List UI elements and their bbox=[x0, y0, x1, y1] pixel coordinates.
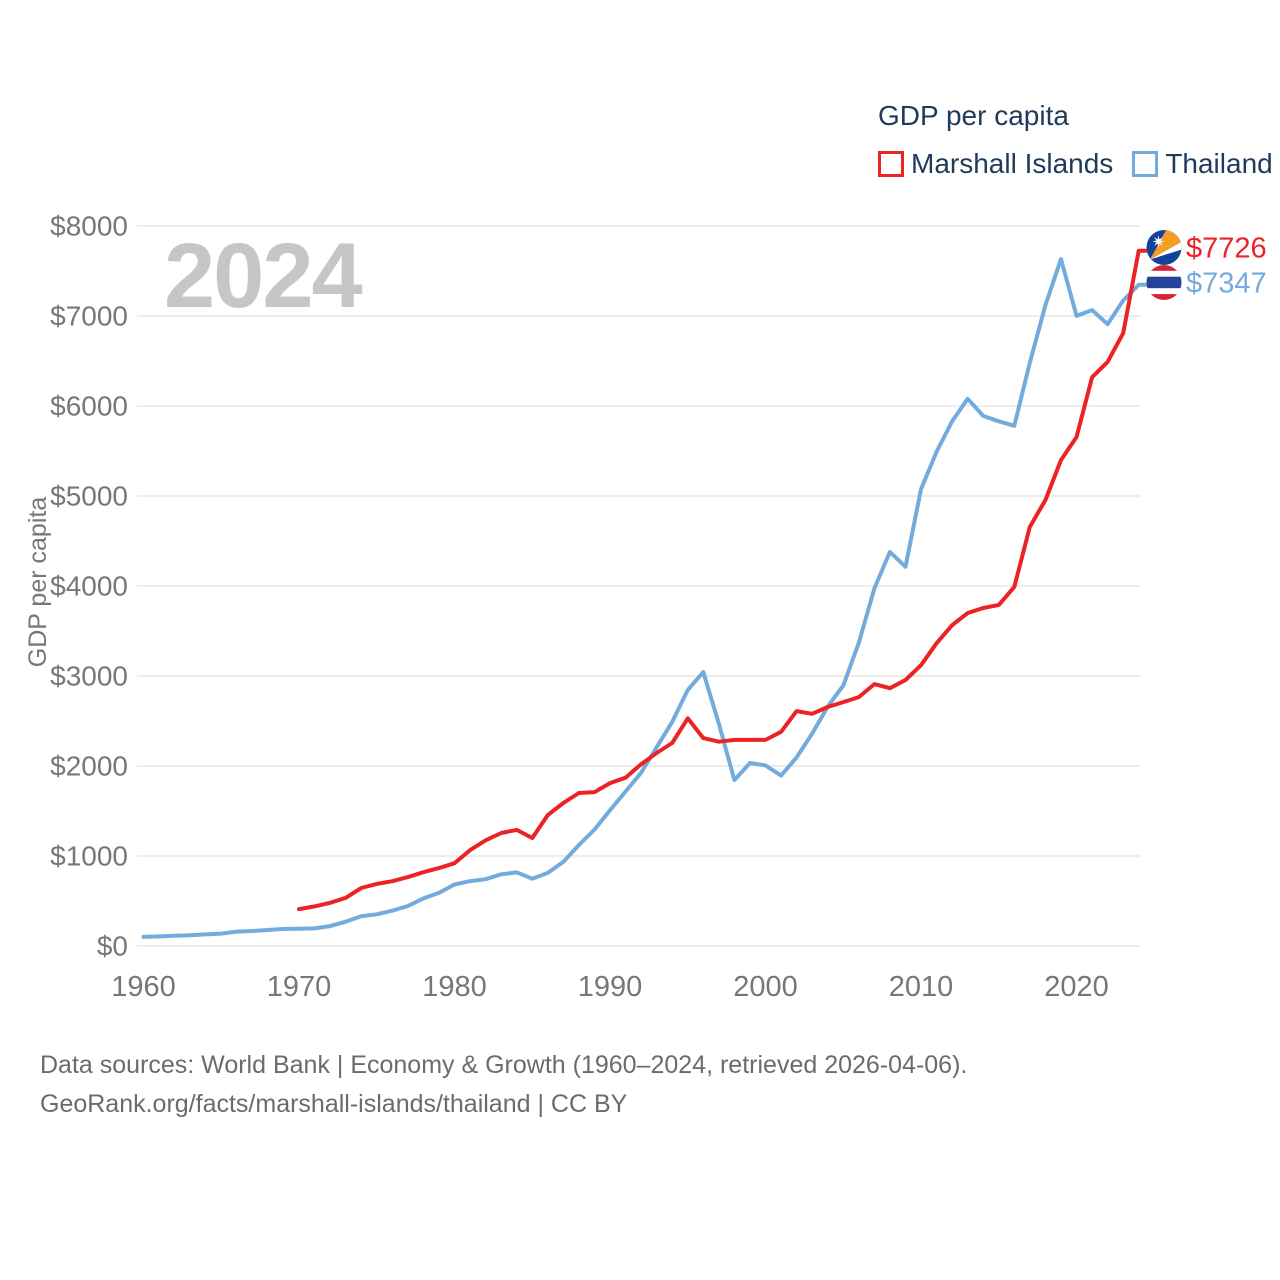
marshall-islands-line[interactable] bbox=[297, 248, 1149, 912]
chart-legend: GDP per capita Marshall Islands Thailand bbox=[878, 100, 1273, 180]
y-axis-title: GDP per capita bbox=[24, 497, 52, 668]
y-tick-label: $6000 bbox=[50, 391, 128, 422]
x-tick-label: 1980 bbox=[422, 971, 487, 1003]
data-sources-line: Data sources: World Bank | Economy & Gro… bbox=[40, 1051, 968, 1079]
thailand-swatch-icon bbox=[1132, 151, 1159, 177]
attribution-footer: Data sources: World Bank | Economy & Gro… bbox=[40, 1046, 967, 1124]
legend-item-thailand[interactable]: Thailand bbox=[1132, 148, 1273, 180]
x-tick-label: 2000 bbox=[733, 971, 798, 1003]
legend-item-marshall-islands[interactable]: Marshall Islands bbox=[878, 148, 1113, 180]
x-tick-label: 1990 bbox=[578, 971, 643, 1003]
thailand-line[interactable] bbox=[141, 257, 1149, 939]
y-tick-label: $7000 bbox=[50, 301, 128, 332]
y-tick-label: $0 bbox=[97, 931, 128, 962]
end-value-label-thailand: $7347 bbox=[1186, 268, 1267, 300]
year-watermark: 2024 bbox=[164, 225, 363, 327]
legend-label-marshall-islands: Marshall Islands bbox=[911, 148, 1114, 179]
legend-title: GDP per capita bbox=[878, 100, 1069, 131]
x-tick-label: 1970 bbox=[267, 971, 332, 1003]
marshall-islands-swatch-icon bbox=[878, 151, 904, 177]
legend-label-thailand: Thailand bbox=[1165, 148, 1273, 179]
x-tick-label: 2010 bbox=[889, 971, 954, 1003]
y-tick-label: $1000 bbox=[50, 841, 128, 872]
x-tick-label: 1960 bbox=[111, 971, 176, 1003]
thailand-flag-icon bbox=[1146, 265, 1182, 300]
y-tick-label: $5000 bbox=[50, 481, 128, 512]
marshall-islands-flag-icon bbox=[1146, 230, 1182, 265]
source-url-line: GeoRank.org/facts/marshall-islands/thail… bbox=[40, 1090, 628, 1118]
y-tick-label: $8000 bbox=[50, 211, 128, 242]
x-tick-label: 2020 bbox=[1044, 971, 1109, 1003]
y-tick-label: $3000 bbox=[50, 661, 128, 692]
y-tick-label: $4000 bbox=[50, 571, 128, 602]
y-tick-label: $2000 bbox=[50, 751, 128, 782]
end-value-label-marshall-islands: $7726 bbox=[1186, 233, 1267, 265]
